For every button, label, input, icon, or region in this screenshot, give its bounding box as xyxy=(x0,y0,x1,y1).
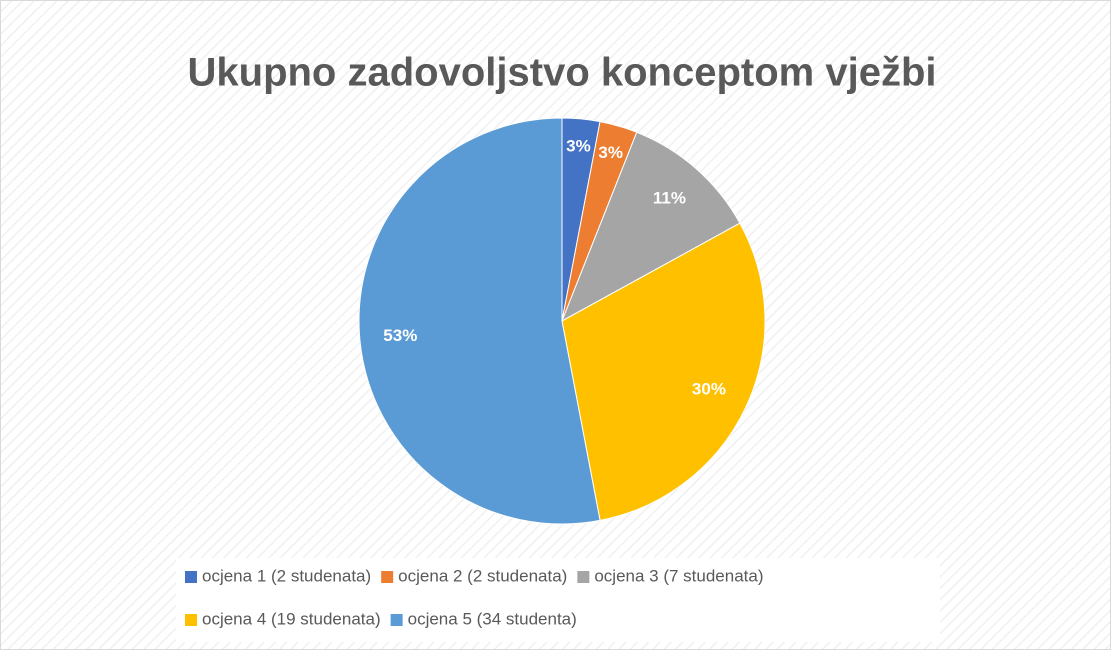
chart-title: Ukupno zadovoljstvo konceptom vježbi xyxy=(188,51,937,95)
legend-label: ocjena 4 (19 studenata) xyxy=(202,609,381,628)
legend-label: ocjena 3 (7 studenata) xyxy=(594,566,763,585)
data-label: 3% xyxy=(566,137,591,156)
pie-slice xyxy=(561,222,766,521)
legend-swatch xyxy=(390,614,403,626)
legend-swatch xyxy=(381,571,394,583)
legend-label: ocjena 5 (34 studenta) xyxy=(408,609,577,628)
legend-box xyxy=(176,558,940,642)
legend-swatch xyxy=(577,571,590,583)
legend-label: ocjena 1 (2 studenata) xyxy=(202,566,371,585)
data-label: 30% xyxy=(692,380,726,399)
data-label: 3% xyxy=(598,143,623,162)
pie-slice xyxy=(358,117,601,525)
legend-swatch xyxy=(185,571,197,583)
pie-slice xyxy=(561,131,741,323)
data-label: 53% xyxy=(383,326,417,345)
legend-swatch xyxy=(185,614,197,626)
data-label: 11% xyxy=(653,189,686,208)
legend-label: ocjena 2 (2 studenata) xyxy=(398,566,567,585)
